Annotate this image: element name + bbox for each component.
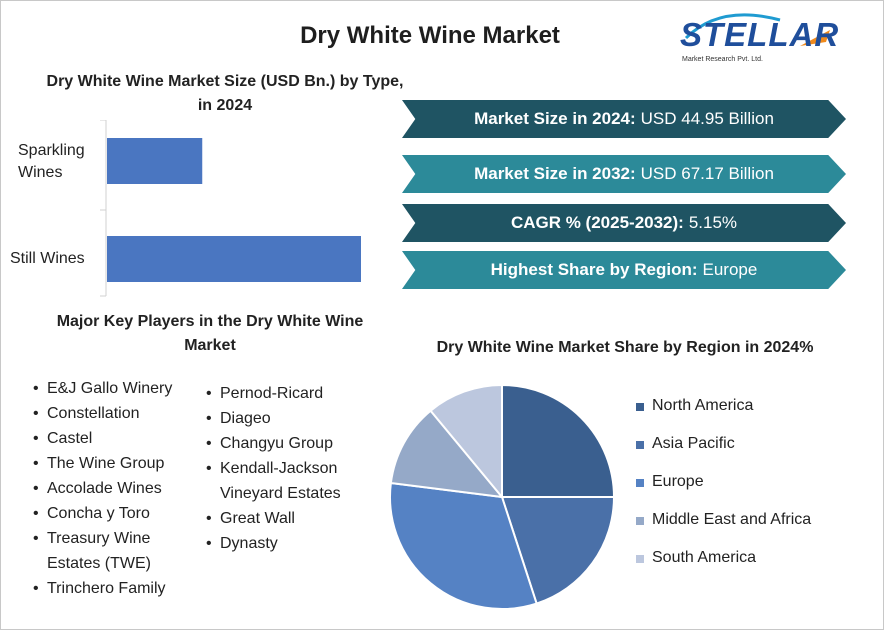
pie-slice-asia-pacific: [500, 496, 616, 605]
list-item: The Wine Group: [33, 451, 193, 476]
category-label-sparkling: Sparkling Wines: [18, 142, 85, 181]
legend-swatch: [636, 441, 644, 449]
banner-cagr: CAGR % (2025-2032): 5.15%: [402, 204, 846, 242]
legend-item: Asia Pacific: [636, 435, 811, 473]
legend-item: Europe: [636, 473, 811, 511]
list-item: Changyu Group: [206, 431, 371, 456]
list-item: Diageo: [206, 406, 371, 431]
banner-value: USD 44.95 Billion: [640, 109, 774, 128]
list-item: Concha y Toro: [33, 501, 193, 526]
stellar-logo: STELLAR Market Research Pvt. Ltd.: [680, 8, 850, 68]
banner-value: 5.15%: [688, 213, 738, 232]
banner-market-size-2032: Market Size in 2032: USD 67.17 Billion: [402, 155, 846, 193]
bar-still-wines: [107, 236, 361, 282]
bar-chart-title: Dry White Wine Market Size (USD Bn.) by …: [46, 73, 404, 114]
players-list-right: Pernod-Ricard Diageo Changyu Group Kenda…: [206, 381, 371, 556]
category-label-still: Still Wines: [10, 250, 85, 267]
banner-value: USD 67.17 Billion: [640, 164, 774, 183]
list-item: Treasury Wine Estates (TWE): [33, 526, 177, 576]
list-item: Pernod-Ricard: [206, 381, 371, 406]
legend-item: South America: [636, 549, 811, 587]
page-title: Dry White Wine Market: [300, 22, 560, 49]
pie-slice-europe: [389, 481, 538, 610]
list-item: Great Wall: [206, 506, 371, 531]
legend-label: Middle East and Africa: [652, 511, 812, 528]
legend-swatch: [636, 555, 644, 563]
players-title: Major Key Players in the Dry White Wine …: [56, 313, 364, 354]
banner-value: Europe: [702, 260, 758, 279]
pie-slice-north-america: [501, 383, 616, 498]
banner-market-size-2024: Market Size in 2024: USD 44.95 Billion: [402, 100, 846, 138]
legend-label: Asia Pacific: [652, 435, 735, 452]
list-item: Accolade Wines: [33, 476, 193, 501]
legend-label: North America: [652, 397, 754, 414]
bar-chart: [100, 120, 361, 297]
pie-chart: [389, 383, 616, 610]
legend-swatch: [636, 517, 644, 525]
list-item: Trinchero Family: [33, 576, 193, 601]
logo-wordmark: STELLAR: [680, 16, 840, 53]
pie-slice-middle-east-and-africa: [389, 409, 505, 499]
banner-highest-share: Highest Share by Region: Europe: [402, 251, 846, 289]
legend-label: South America: [652, 549, 757, 566]
bar-sparkling-wines: [107, 138, 203, 184]
list-item: Castel: [33, 426, 193, 451]
pie-slice-south-america: [429, 383, 503, 500]
list-item: Constellation: [33, 401, 193, 426]
banner-label: Market Size in 2024:: [474, 109, 636, 128]
logo-tagline: Market Research Pvt. Ltd.: [682, 56, 763, 63]
pie-legend: North America Asia Pacific Europe Middle Ea…: [636, 397, 811, 587]
banner-label: CAGR % (2025-2032):: [510, 213, 684, 232]
legend-item: Middle East and Africa: [636, 511, 811, 549]
banner-label: Market Size in 2032:: [474, 164, 636, 183]
list-item: Dynasty: [206, 531, 371, 556]
list-item: E&J Gallo Winery: [33, 376, 193, 401]
players-list-left: E&J Gallo Winery Constellation Castel Th…: [33, 376, 193, 601]
list-item: Kendall-Jackson Vineyard Estates: [206, 456, 350, 506]
banner-label: Highest Share by Region:: [490, 260, 698, 279]
legend-swatch: [636, 479, 644, 487]
legend-item: North America: [636, 397, 811, 435]
legend-swatch: [636, 403, 644, 411]
pie-chart-title: Dry White Wine Market Share by Region in…: [436, 339, 814, 356]
logo-swoosh-icon: [684, 13, 830, 46]
legend-label: Europe: [652, 473, 704, 490]
